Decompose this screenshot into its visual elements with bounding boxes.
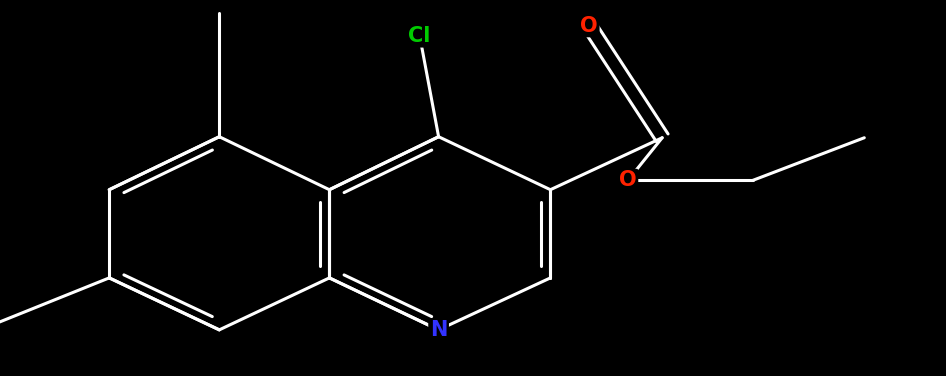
- Text: N: N: [429, 320, 447, 340]
- Text: Cl: Cl: [409, 26, 430, 46]
- Text: O: O: [580, 16, 598, 36]
- Text: O: O: [619, 170, 637, 191]
